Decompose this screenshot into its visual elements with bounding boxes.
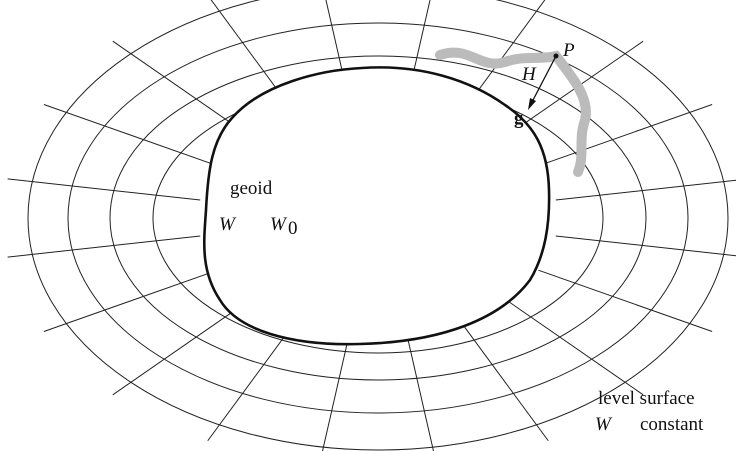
plumb-line [44, 270, 218, 331]
label-w0-sub: 0 [288, 218, 298, 239]
plumb-line [505, 299, 643, 394]
page: P H g geoid W W 0 level surface W consta… [0, 0, 736, 451]
geoid-surface [204, 67, 549, 344]
label-constant: constant [640, 414, 704, 435]
plumb-line [538, 270, 712, 331]
label-w0: W [270, 214, 288, 235]
plumb-line [538, 105, 712, 166]
geoid-diagram: P H g geoid W W 0 level surface W consta… [0, 0, 736, 451]
label-geoid: geoid [230, 178, 273, 199]
gravity-arrow [528, 98, 536, 110]
plumb-line [8, 179, 201, 200]
plumb-line [460, 320, 549, 440]
label-w-level: W [595, 414, 613, 435]
label-w: W [219, 214, 237, 235]
plumb-line [556, 236, 736, 257]
point-p [554, 54, 559, 59]
label-p: P [562, 40, 575, 61]
label-h: H [521, 64, 537, 85]
plumb-line [556, 179, 736, 200]
label-g: g [514, 108, 524, 129]
plumb-line [44, 105, 218, 166]
plumb-line [8, 236, 201, 257]
label-level-surface: level surface [598, 388, 695, 409]
